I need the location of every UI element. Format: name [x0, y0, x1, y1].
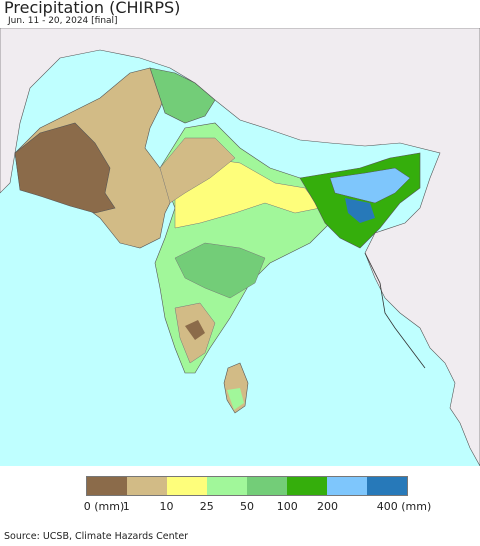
legend-swatch-0 [87, 477, 127, 495]
legend-swatch-4 [247, 477, 287, 495]
region-deccan [174, 242, 266, 299]
map-subtitle: Jun. 11 - 20, 2024 [final] [8, 16, 118, 26]
legend-tick-5: 100 [276, 500, 298, 513]
legend-tick-2: 10 [159, 500, 174, 513]
source-credit: Source: UCSB, Climate Hazards Center [4, 531, 189, 542]
region-northeast-darkblue [345, 198, 375, 223]
legend-swatch-3 [207, 477, 247, 495]
myanmar-coast [364, 252, 426, 369]
outside-land [0, 28, 480, 466]
legend-tick-7: 400 (mm) [376, 500, 432, 513]
region-nw-india [159, 137, 236, 204]
legend-bar [86, 476, 408, 496]
precipitation-map [0, 28, 480, 466]
sri-lanka-wet [227, 388, 244, 410]
region-kashmir [149, 67, 216, 124]
region-northeast-blue [329, 167, 411, 204]
legend-tick-0: 0 (mm) [83, 500, 125, 513]
region-south-brown [185, 320, 205, 340]
legend-swatch-1 [127, 477, 167, 495]
legend-tick-1: 1 [122, 500, 130, 513]
map-title: Precipitation (CHIRPS) [4, 0, 181, 17]
region-balochistan [14, 122, 116, 214]
legend-swatch-7 [367, 477, 407, 495]
legend-swatch-5 [287, 477, 327, 495]
legend-ticks: 0 (mm) 1 10 25 50 100 200 400 (mm) [0, 500, 480, 514]
legend-swatch-2 [167, 477, 207, 495]
legend-swatch-6 [327, 477, 367, 495]
legend-tick-3: 25 [199, 500, 214, 513]
legend-tick-6: 200 [317, 500, 338, 513]
legend-tick-4: 50 [240, 500, 254, 513]
